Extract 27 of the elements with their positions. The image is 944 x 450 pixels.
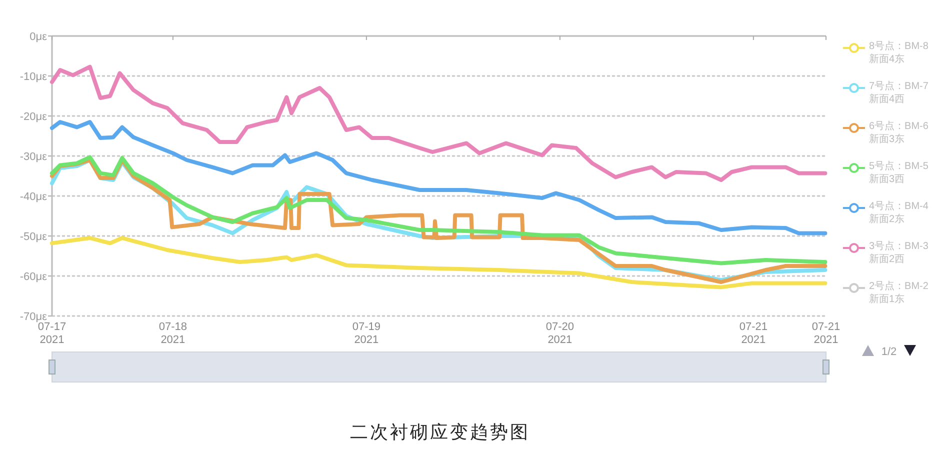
line-series bbox=[50, 236, 828, 290]
y-tick-label: -10με bbox=[20, 71, 48, 83]
line-series bbox=[50, 155, 828, 266]
y-tick-label: 0με bbox=[30, 31, 48, 43]
x-tick-label: 07-17 2021 bbox=[38, 321, 66, 346]
y-tick-label: -60με bbox=[20, 271, 48, 283]
legend-label: 6号点：BM-6 新面3东 bbox=[869, 120, 929, 145]
x-tick-label: 07-21 2021 bbox=[739, 321, 768, 346]
line-series bbox=[50, 120, 828, 236]
y-tick-label: -30με bbox=[20, 151, 48, 163]
y-tick-label: -50με bbox=[20, 231, 48, 243]
legend-label: 8号点：BM-8 新面4东 bbox=[869, 40, 929, 65]
legend-label: 3号点：BM-3 新面2西 bbox=[869, 240, 929, 265]
legend-label: 2号点：BM-2 新面1东 bbox=[869, 280, 929, 305]
legend-label: 5号点：BM-5 新面3西 bbox=[869, 160, 929, 185]
y-tick-label: -40με bbox=[20, 191, 48, 203]
legend-label: 4号点：BM-4 新面2东 bbox=[869, 200, 929, 225]
line-series bbox=[50, 64, 828, 182]
x-tick-label: 07-19 2021 bbox=[352, 321, 381, 346]
x-tick-label: 07-18 2021 bbox=[158, 321, 188, 346]
text: 二次衬砌应变趋势图 bbox=[350, 422, 530, 443]
y-tick-label: -20με bbox=[20, 111, 48, 123]
text: 1/2 bbox=[881, 346, 897, 358]
y-tick-label: -70με bbox=[20, 311, 48, 323]
x-tick-label: 07-20 2021 bbox=[546, 321, 574, 346]
legend-label: 7号点：BM-7 新面4西 bbox=[869, 80, 929, 105]
x-tick-label: 07-21 2021 bbox=[812, 321, 840, 346]
